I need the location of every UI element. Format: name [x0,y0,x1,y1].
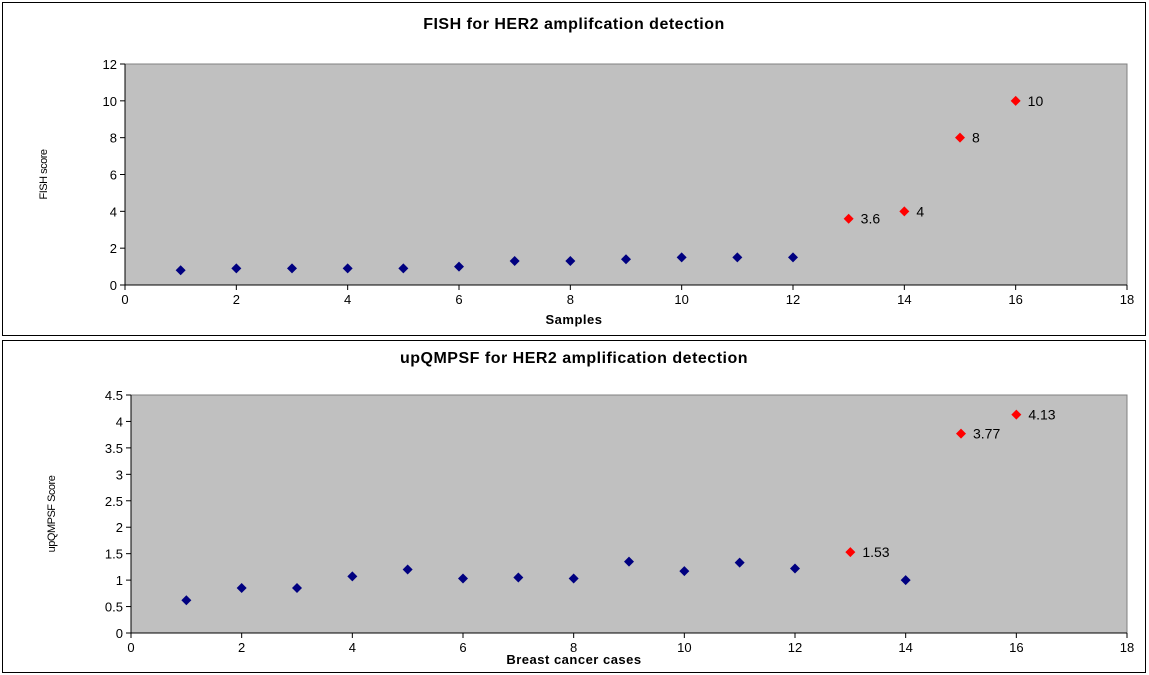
x-tick-label: 16 [1008,292,1022,307]
data-label: 3.77 [973,426,1000,442]
y-tick-label: 0 [110,278,117,293]
data-point [347,571,358,582]
data-point [732,252,743,263]
upqmpsf-scatter-plot: 0 0.5 1 1.5 2 2.5 3 3.5 4 4.5 0 2 4 6 8 10 12 14 16 18 upQMP… [46,388,1134,655]
data-point [956,428,966,439]
upqmpsf-chart-panel: upQMPSF for HER2 amplification detection… [2,340,1146,673]
data-point [287,263,297,274]
data-label: 4.13 [1028,407,1055,423]
y-axis-label: upQMPSF Score [46,475,58,552]
data-point [181,595,192,606]
x-axis-label: Breast cancer cases [506,652,642,667]
data-point [899,206,910,217]
data-label: 3.6 [861,211,881,227]
data-point [342,263,353,274]
x-tick-label: 0 [121,292,128,307]
data-point [454,261,464,272]
data-point [788,252,798,263]
x-tick-label: 12 [786,292,800,307]
data-point [900,575,911,586]
data-label: 4 [916,203,924,219]
x-tick-label: 18 [1120,292,1134,307]
data-point [236,583,247,594]
data-point [845,547,856,558]
data-point [231,263,242,274]
y-tick-label: 10 [103,94,117,109]
data-point [621,254,631,265]
data-label: 8 [972,130,980,146]
x-tick-label: 14 [898,640,912,655]
y-tick-label: 1 [116,573,123,588]
data-point [1010,95,1021,106]
plot-area [124,63,1128,286]
data-point [513,572,524,583]
y-tick-label: 2 [110,241,117,256]
x-tick-label: 6 [459,640,466,655]
x-tick-label: 4 [344,292,351,307]
data-point [292,583,302,594]
data-point [790,563,800,574]
x-axis-label: Samples [545,312,603,327]
y-tick-label: 2.5 [105,494,123,509]
x-tick-label: 14 [897,292,911,307]
x-tick-label: 8 [570,640,577,655]
data-label: 1.53 [862,544,889,560]
x-tick-label: 16 [1009,640,1023,655]
data-point [624,556,634,567]
x-tick-label: 12 [788,640,802,655]
x-tick-label: 0 [127,640,134,655]
data-point [1011,409,1022,420]
chart-title: upQMPSF for HER2 amplification detection [399,350,749,367]
y-tick-label: 2 [116,520,123,535]
data-point [734,557,745,568]
data-point [955,132,965,143]
fish-scatter-plot: 0 2 4 6 8 10 12 0 2 4 6 8 10 12 14 16 18 FISH score 3.6 4 8 1… [38,57,1134,307]
x-tick-label: 8 [567,292,574,307]
y-tick-label: 3.5 [105,441,123,456]
y-tick-label: 0.5 [105,600,123,615]
x-tick-label: 10 [677,640,691,655]
data-point [565,256,576,267]
data-point [398,263,409,274]
y-tick-label: 4.5 [105,388,123,403]
data-point [843,213,854,224]
x-tick-label: 18 [1120,640,1134,655]
y-tick-label: 6 [110,168,117,183]
x-tick-label: 2 [238,640,245,655]
data-point [676,252,687,263]
data-point [458,573,468,584]
data-label: 10 [1028,93,1044,109]
x-tick-label: 6 [455,292,462,307]
data-point [509,256,520,267]
y-tick-label: 3 [116,467,123,482]
chart-title: FISH for HER2 amplifcation detection [423,16,725,33]
data-point [175,265,186,276]
y-tick-label: 12 [103,57,117,72]
x-tick-label: 10 [674,292,688,307]
y-tick-label: 0 [116,626,123,641]
data-point [679,566,690,577]
fish-chart-panel: FISH for HER2 amplifcation detection 0 2 4… [2,2,1146,336]
y-tick-label: 1.5 [105,547,123,562]
y-axis-label: FISH score [38,149,50,199]
y-tick-label: 4 [116,414,123,429]
data-point [402,564,413,575]
y-tick-label: 4 [110,204,117,219]
x-tick-label: 4 [349,640,356,655]
y-tick-label: 8 [110,131,117,146]
x-tick-label: 2 [233,292,240,307]
data-point [568,573,579,584]
